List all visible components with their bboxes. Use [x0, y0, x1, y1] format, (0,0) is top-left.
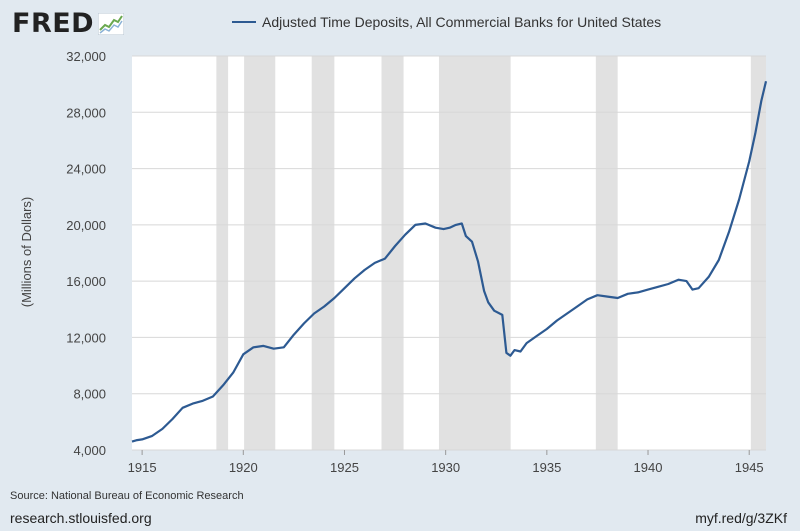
logo-text: FRED — [12, 8, 95, 39]
recession-band — [216, 56, 229, 450]
chart-legend: Adjusted Time Deposits, All Commercial B… — [232, 14, 661, 30]
recession-band — [595, 56, 618, 450]
x-tick-label: 1945 — [735, 460, 764, 475]
recession-band — [381, 56, 404, 450]
source-note: Source: National Bureau of Economic Rese… — [10, 490, 244, 502]
y-tick-label: 16,000 — [66, 274, 106, 289]
legend-label: Adjusted Time Deposits, All Commercial B… — [262, 14, 662, 30]
site-link[interactable]: research.stlouisfed.org — [10, 510, 152, 526]
y-tick-label: 8,000 — [73, 387, 106, 402]
fred-chart-icon — [98, 12, 125, 35]
recession-band — [750, 56, 766, 450]
y-tick-label: 4,000 — [73, 443, 106, 458]
y-tick-label: 24,000 — [66, 162, 106, 177]
recession-band — [244, 56, 276, 450]
x-tick-label: 1940 — [634, 460, 663, 475]
short-link[interactable]: myf.red/g/3ZKf — [695, 510, 787, 526]
series-line — [131, 81, 768, 443]
y-tick-label: 28,000 — [66, 105, 106, 120]
legend-swatch — [232, 21, 256, 23]
y-tick-label: 32,000 — [66, 49, 106, 64]
x-tick-label: 1915 — [128, 460, 157, 475]
fred-logo[interactable]: FRED — [12, 8, 125, 39]
y-axis-label: (Millions of Dollars) — [19, 197, 34, 308]
x-tick-label: 1920 — [229, 460, 258, 475]
x-tick-label: 1925 — [330, 460, 359, 475]
y-tick-label: 12,000 — [66, 330, 106, 345]
y-tick-label: 20,000 — [66, 218, 106, 233]
x-tick-label: 1930 — [431, 460, 460, 475]
x-tick-label: 1935 — [532, 460, 561, 475]
recession-band — [311, 56, 335, 450]
